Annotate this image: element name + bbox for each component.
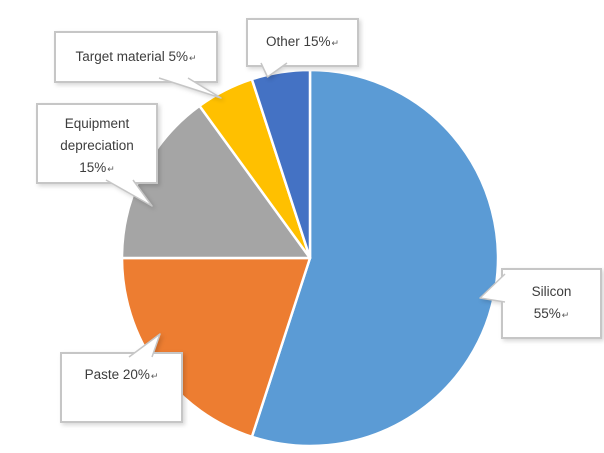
callout-box-equipment-depreciation [36,103,158,207]
callout-box-target-material [54,31,222,99]
callout-box-silicon [479,268,602,339]
pie-slice-other [250,68,312,260]
pie [120,68,500,448]
callout-box-other [246,18,359,78]
callout-box-paste [60,333,183,423]
